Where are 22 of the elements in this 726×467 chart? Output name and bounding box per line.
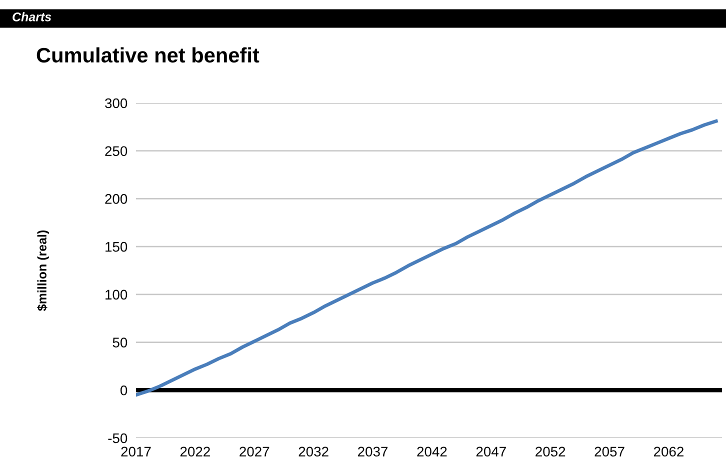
y-axis-title: $million (real) bbox=[37, 230, 49, 311]
chart-title: Cumulative net benefit bbox=[36, 47, 260, 63]
x-tick-label: 2057 bbox=[594, 446, 624, 457]
x-tick-label: 2042 bbox=[417, 446, 447, 457]
text: Charts bbox=[12, 12, 52, 22]
y-tick-label: 100 bbox=[106, 290, 128, 300]
x-tick-label: 2022 bbox=[180, 446, 210, 457]
x-tick-label: 2052 bbox=[536, 446, 566, 457]
y-tick-label: 200 bbox=[105, 194, 128, 204]
x-tick-label: 2047 bbox=[476, 446, 506, 457]
y-tick-label: 150 bbox=[106, 242, 128, 252]
x-tick-label: 2027 bbox=[240, 446, 270, 457]
x-tick-label: 2017 bbox=[121, 446, 151, 457]
line-series bbox=[136, 119, 718, 397]
y-tick-label: 250 bbox=[105, 146, 128, 156]
x-tick-label: 2032 bbox=[298, 446, 328, 457]
y-tick-label: 50 bbox=[112, 338, 128, 348]
y-tick-label: 300 bbox=[105, 98, 128, 108]
x-tick-label: 2037 bbox=[358, 446, 388, 457]
y-tick-label: 0 bbox=[120, 385, 128, 396]
y-tick-label: -50 bbox=[108, 433, 128, 444]
x-tick-label: 2062 bbox=[654, 446, 684, 457]
